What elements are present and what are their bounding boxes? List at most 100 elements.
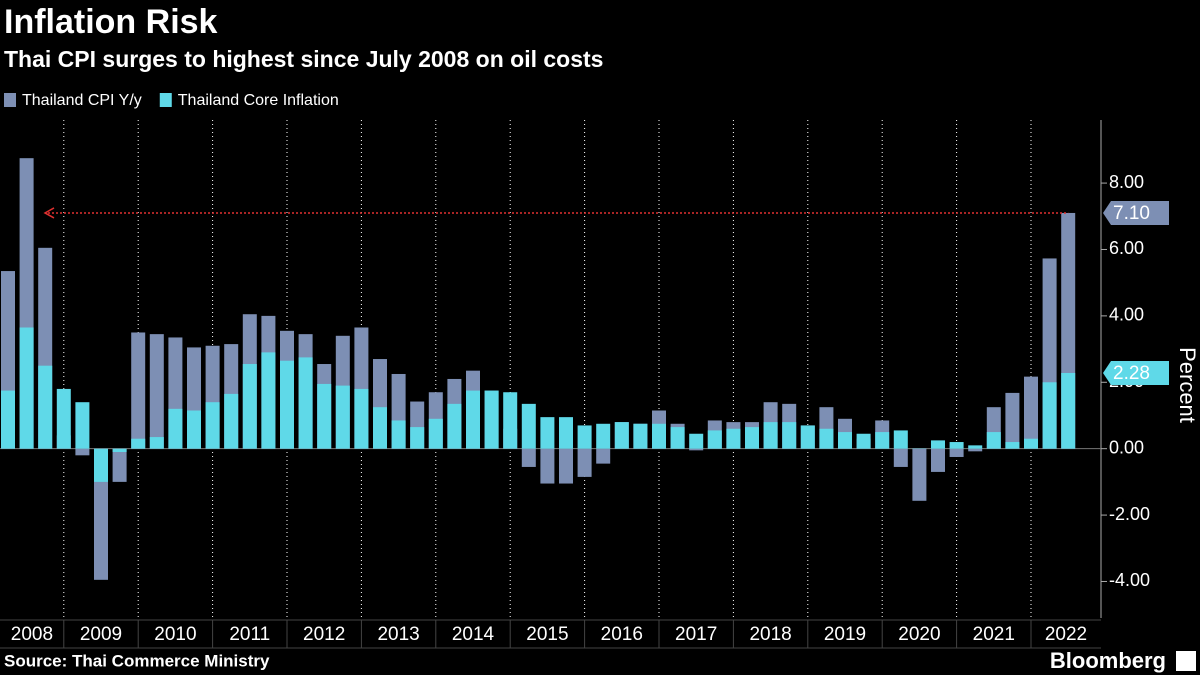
bar bbox=[596, 423, 611, 449]
bar bbox=[205, 402, 220, 449]
x-tick-label: 2014 bbox=[452, 624, 495, 645]
y-tick-label: -2.00 bbox=[1109, 504, 1150, 524]
x-tick-label: 2016 bbox=[601, 624, 643, 645]
x-tick-label: 2017 bbox=[675, 624, 717, 645]
y-tick-label: -4.00 bbox=[1109, 570, 1150, 590]
bar bbox=[931, 440, 945, 449]
bar bbox=[298, 357, 313, 449]
bar bbox=[652, 423, 666, 449]
bar bbox=[614, 422, 629, 449]
x-tick-label: 2011 bbox=[229, 624, 270, 645]
brand: Bloomberg bbox=[1050, 648, 1166, 673]
bar bbox=[875, 432, 890, 449]
bar bbox=[428, 418, 443, 449]
bar bbox=[521, 448, 536, 467]
bar bbox=[800, 425, 815, 449]
annotation-arrow bbox=[43, 207, 55, 219]
bar bbox=[354, 388, 369, 449]
bar bbox=[94, 448, 108, 482]
y-tick-label: 8.00 bbox=[1109, 172, 1144, 192]
x-tick-label: 2018 bbox=[749, 624, 791, 645]
bar bbox=[968, 448, 983, 452]
bar bbox=[1061, 372, 1076, 449]
bar bbox=[1042, 382, 1057, 449]
bar bbox=[949, 448, 964, 457]
bar bbox=[856, 433, 871, 449]
bar bbox=[131, 332, 146, 449]
chart-subtitle: Thai CPI surges to highest since July 20… bbox=[4, 46, 603, 72]
bar bbox=[149, 334, 164, 449]
bar bbox=[559, 417, 573, 449]
x-tick-label: 2015 bbox=[526, 624, 568, 645]
bar bbox=[893, 448, 908, 467]
bar bbox=[447, 403, 462, 449]
bar bbox=[1005, 442, 1020, 449]
bar bbox=[931, 448, 945, 472]
source: Source: Thai Commerce Ministry bbox=[4, 651, 270, 670]
bar bbox=[689, 448, 704, 451]
bar bbox=[986, 432, 1001, 449]
bar bbox=[38, 365, 53, 449]
bar bbox=[577, 425, 592, 449]
legend-swatch bbox=[4, 93, 16, 107]
bar bbox=[1024, 438, 1038, 449]
x-tick-label: 2013 bbox=[377, 624, 419, 645]
y-tick-label: 6.00 bbox=[1109, 238, 1144, 258]
x-tick-label: 2019 bbox=[824, 624, 866, 645]
bar bbox=[1005, 392, 1020, 449]
x-tick-label: 2008 bbox=[11, 624, 53, 645]
bar bbox=[112, 448, 127, 452]
x-tick-label: 2012 bbox=[303, 624, 345, 645]
bar bbox=[466, 390, 480, 449]
bar bbox=[838, 432, 852, 449]
x-tick-label: 2021 bbox=[973, 624, 1015, 645]
bar bbox=[168, 408, 183, 449]
bar bbox=[577, 448, 592, 477]
bar bbox=[521, 403, 536, 449]
bar bbox=[893, 430, 908, 449]
value-badge-label: 2.28 bbox=[1113, 363, 1150, 384]
bar bbox=[261, 352, 276, 449]
x-tick-label: 2009 bbox=[80, 624, 122, 645]
bar bbox=[75, 402, 90, 449]
legend-swatch bbox=[159, 93, 172, 107]
bar bbox=[707, 430, 722, 449]
bar bbox=[242, 364, 257, 449]
bar bbox=[224, 393, 239, 449]
bar bbox=[596, 448, 611, 464]
bar bbox=[280, 360, 294, 449]
brand-icon bbox=[1176, 651, 1196, 671]
bar bbox=[745, 427, 759, 449]
bar bbox=[149, 437, 164, 449]
bar bbox=[689, 433, 704, 449]
bar bbox=[19, 327, 34, 449]
bar bbox=[484, 390, 499, 449]
bar bbox=[819, 428, 834, 449]
legend-label: Thailand Core Inflation bbox=[178, 92, 339, 109]
bar bbox=[410, 427, 425, 449]
bar bbox=[949, 442, 964, 449]
y-tick-label: 4.00 bbox=[1109, 305, 1144, 325]
bar bbox=[968, 445, 983, 449]
value-badge bbox=[1103, 360, 1169, 385]
bar bbox=[112, 448, 127, 482]
bar bbox=[912, 448, 927, 501]
bar bbox=[503, 392, 518, 449]
bar bbox=[540, 448, 555, 484]
bar bbox=[782, 422, 797, 449]
bar bbox=[131, 438, 146, 449]
bar bbox=[187, 410, 201, 449]
bar bbox=[670, 427, 685, 449]
x-tick-label: 2020 bbox=[898, 624, 940, 645]
bar bbox=[75, 448, 90, 456]
bar bbox=[633, 423, 648, 449]
bar bbox=[1024, 376, 1038, 449]
y-tick-label: 0.00 bbox=[1109, 437, 1144, 457]
bar bbox=[56, 388, 71, 449]
bar bbox=[1, 390, 15, 449]
x-tick-label: 2010 bbox=[154, 624, 196, 645]
bar bbox=[726, 428, 741, 449]
value-badge-label: 7.10 bbox=[1113, 203, 1150, 224]
bar bbox=[335, 385, 350, 449]
legend-label: Thailand CPI Y/y bbox=[22, 92, 142, 109]
